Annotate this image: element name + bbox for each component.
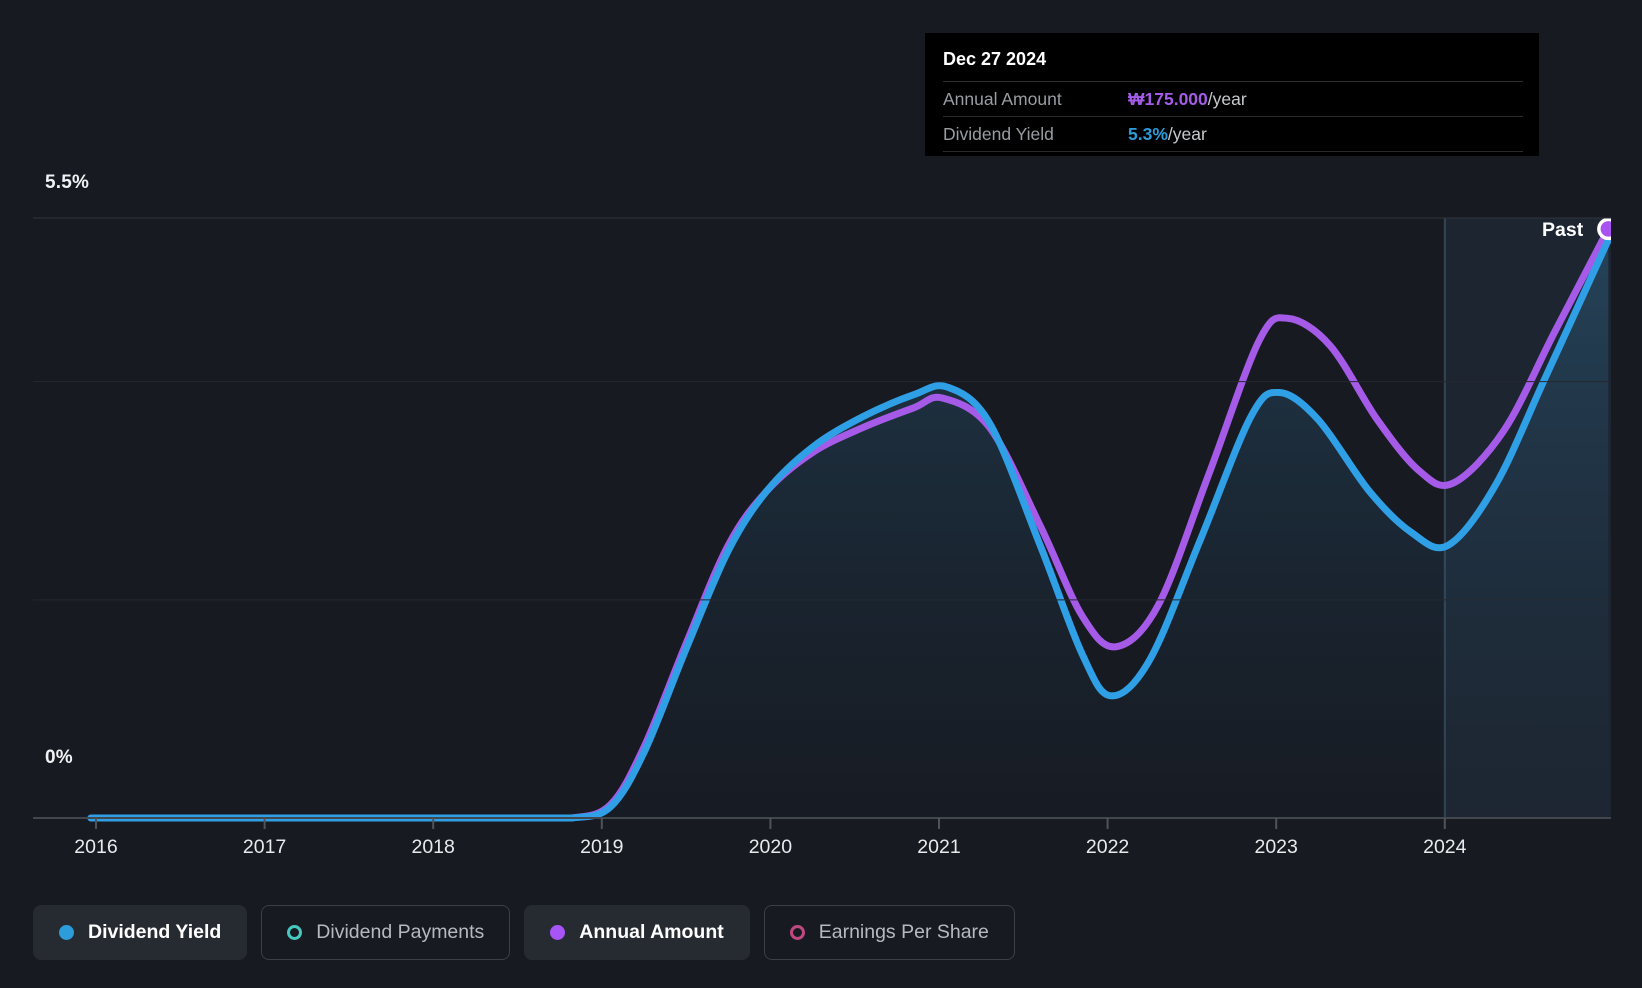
dividend-yield-area-fill (90, 239, 1609, 818)
x-axis-label-2023: 2023 (1254, 836, 1298, 858)
legend-dot-icon (550, 925, 566, 940)
legend-button-label: Annual Amount (579, 921, 724, 943)
legend-ring-icon (287, 925, 303, 940)
tooltip-row-suffix: /year (1207, 88, 1247, 109)
legend-button-earnings-per-share[interactable]: Earnings Per Share (763, 905, 1015, 960)
tooltip-rows: Annual Amount ₩175.000/year Dividend Yield… (943, 82, 1523, 152)
tooltip-row-1: Dividend Yield 5.3%/year (943, 117, 1523, 152)
x-axis-label-2022: 2022 (1085, 836, 1130, 858)
annual-amount-end-marker (1597, 217, 1611, 241)
legend-ring-icon (789, 925, 805, 940)
tooltip-row-suffix: /year (1167, 123, 1207, 144)
tooltip-date: Dec 27 2024 (943, 43, 1523, 82)
x-axis-label-2021: 2021 (917, 836, 961, 858)
tooltip-row-0: Annual Amount ₩175.000/year (943, 82, 1523, 117)
legend-button-label: Dividend Payments (316, 921, 485, 943)
x-axis-label-2017: 2017 (242, 836, 287, 858)
y-axis-max-label: 5.5% (45, 172, 90, 193)
tooltip-row-label: Annual Amount (943, 88, 1062, 109)
tooltip-row-value: ₩175.000 (1128, 88, 1208, 109)
x-axis-label-2018: 2018 (411, 836, 455, 858)
legend-button-label: Earnings Per Share (818, 921, 989, 943)
x-axis-label-2020: 2020 (748, 836, 793, 858)
legend-dot-icon (59, 925, 74, 940)
hover-tooltip: Dec 27 2024 Annual Amount ₩175.000/year Di… (925, 33, 1539, 156)
tooltip-row-value: 5.3% (1128, 123, 1168, 144)
x-axis-label-2024: 2024 (1423, 836, 1467, 858)
legend-button-annual-amount[interactable]: Annual Amount (524, 905, 750, 960)
y-axis-zero-label: 0% (45, 747, 73, 768)
x-axis-label-2019: 2019 (580, 836, 624, 858)
past-region-label: Past (1542, 219, 1584, 241)
legend-button-dividend-payments[interactable]: Dividend Payments (261, 905, 511, 960)
tooltip-row-label: Dividend Yield (943, 123, 1054, 144)
legend-button-dividend-yield[interactable]: Dividend Yield (33, 905, 248, 960)
chart-legend: Dividend Yield Dividend Payments Annual Am… (33, 905, 1015, 960)
x-axis-label-2016: 2016 (74, 836, 118, 858)
legend-button-label: Dividend Yield (88, 921, 222, 943)
